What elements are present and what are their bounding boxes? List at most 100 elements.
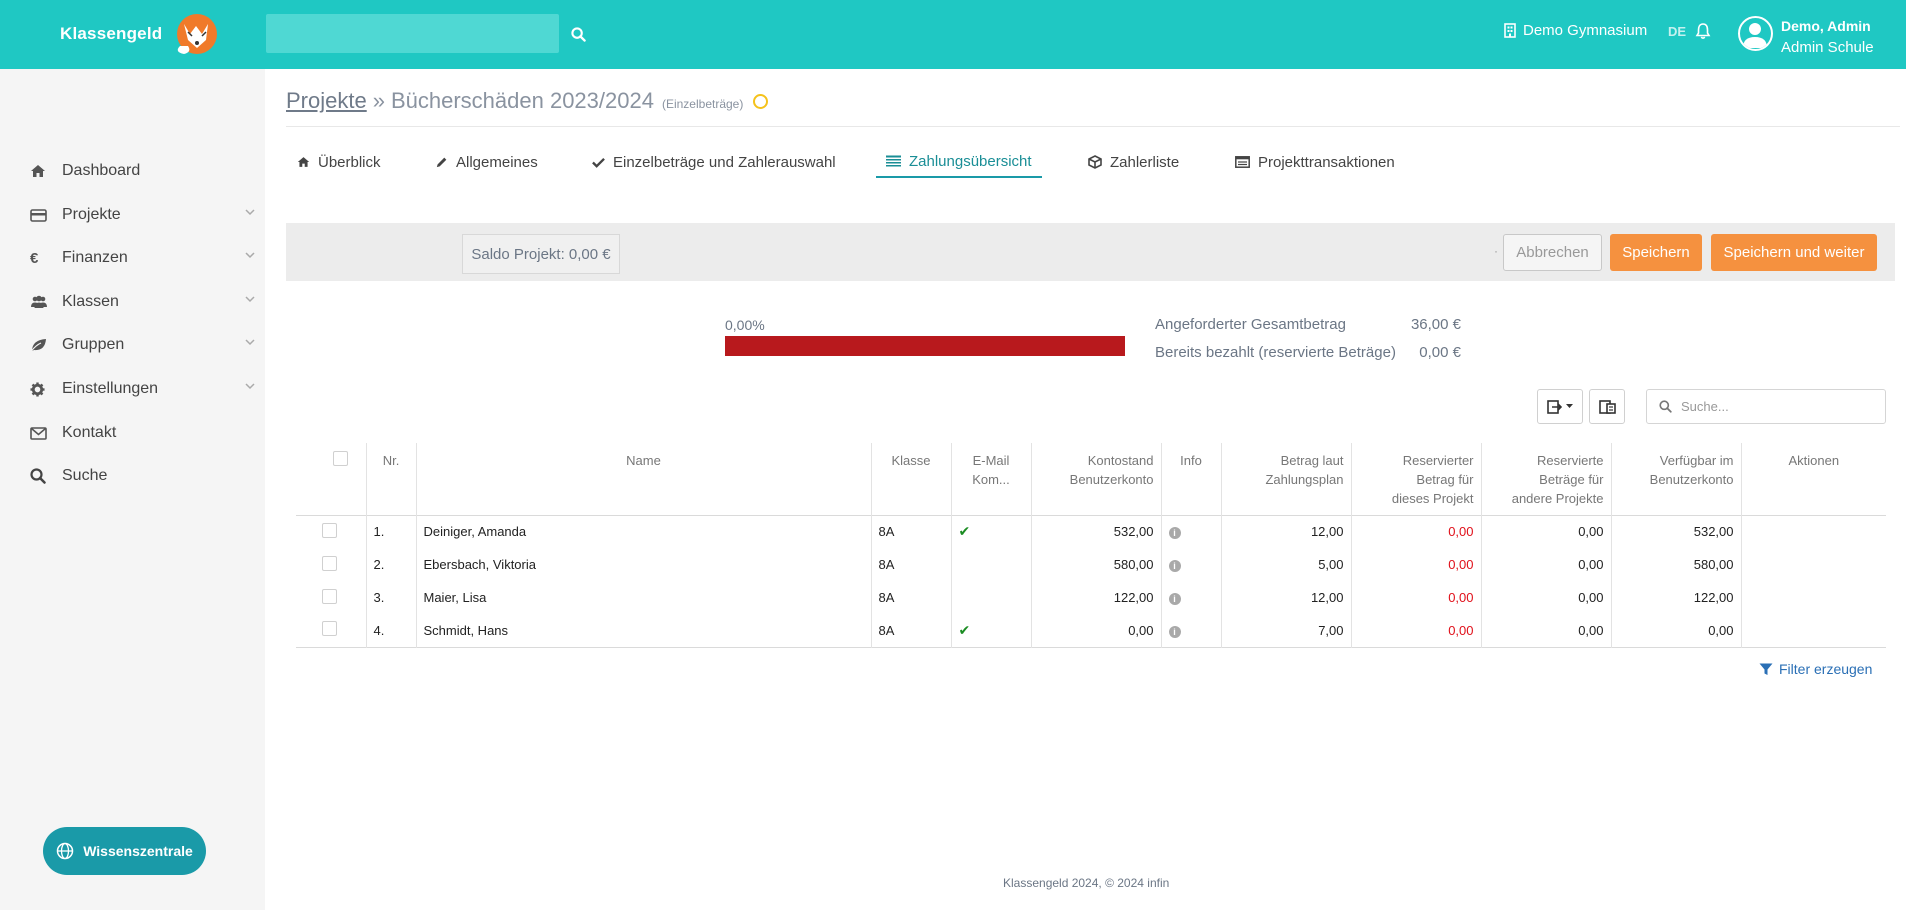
sidebar-item-dashboard[interactable]: Dashboard — [30, 153, 255, 189]
language-switch[interactable]: DE — [1668, 24, 1687, 39]
table-row: 3. Maier, Lisa 8A 122,00 i 12,00 0,00 0,00 122,0… — [296, 581, 1886, 614]
tab-zahlerliste[interactable]: Zahlerliste — [1078, 146, 1189, 178]
chevron-down-icon — [245, 296, 255, 303]
save-and-continue-button[interactable]: Speichern und weiter — [1711, 234, 1877, 271]
cell-reserviert: 0,00 — [1350, 548, 1481, 581]
user-menu[interactable]: Demo, Admin Admin Schule — [1781, 15, 1874, 59]
sidebar-item-einstellungen[interactable]: Einstellungen — [30, 371, 255, 407]
tab-label: Projekttransaktionen — [1258, 153, 1395, 171]
export-dropdown-button[interactable] — [1537, 389, 1583, 424]
cell-verfuegbar: 122,00 — [1610, 581, 1741, 614]
create-filter-link[interactable]: Filter erzeugen — [1759, 661, 1872, 677]
row-checkbox[interactable] — [322, 522, 337, 538]
caret-down-icon — [1566, 404, 1573, 408]
brand-logo[interactable]: Klassengeld — [60, 12, 220, 56]
tab-allgemeines[interactable]: Allgemeines — [425, 146, 548, 178]
header-email[interactable]: E-Mail Kom... — [950, 443, 1031, 515]
info-icon[interactable]: i — [1168, 625, 1181, 638]
globe-icon — [56, 842, 74, 860]
info-icon[interactable]: i — [1168, 527, 1181, 540]
cell-reserviert: 0,00 — [1350, 515, 1481, 548]
breadcrumb-separator: » — [372, 88, 385, 113]
header-reserviert-andere[interactable]: Reservierte Beträge für andere Projekte — [1480, 443, 1611, 515]
cell-verfuegbar: 580,00 — [1610, 548, 1741, 581]
row-checkbox[interactable] — [322, 555, 337, 571]
sidebar-item-kontakt[interactable]: Kontakt — [30, 415, 255, 451]
users-icon — [31, 295, 47, 308]
header-line: Reservierter — [1402, 453, 1474, 468]
cell-nr: 3. — [365, 581, 416, 614]
info-icon[interactable]: i — [1168, 560, 1181, 572]
export-icon — [1547, 399, 1562, 414]
leaf-icon — [30, 339, 46, 352]
table-row: 4. Schmidt, Hans 8A ✔ 0,00 i 7,00 0,00 0,00 0,00 — [296, 614, 1886, 647]
separator-dot: · — [1494, 244, 1498, 258]
header-line: Betrag für — [1416, 472, 1474, 487]
envelope-icon — [30, 426, 47, 440]
breadcrumb-projekte-link[interactable]: Projekte — [286, 88, 367, 113]
cell-name: Deiniger, Amanda — [415, 515, 871, 548]
pencil-icon — [436, 157, 447, 167]
header-betrag[interactable]: Betrag laut Zahlungsplan — [1220, 443, 1351, 515]
tab-zahlungsuebersicht[interactable]: Zahlungsübersicht — [876, 146, 1042, 178]
cell-reserviert-andere: 0,00 — [1480, 515, 1611, 548]
header-info[interactable]: Info — [1160, 443, 1221, 515]
cell-betrag: 12,00 — [1220, 515, 1351, 548]
breadcrumb: Projekte » Bücherschäden 2023/2024 (Einz… — [286, 88, 769, 114]
sidebar-item-label: Klassen — [62, 293, 119, 310]
home-icon — [297, 157, 310, 167]
tab-ueberblick[interactable]: Überblick — [287, 146, 391, 178]
cell-reserviert-andere: 0,00 — [1480, 548, 1611, 581]
cell-nr: 4. — [365, 614, 416, 647]
brand-name: Klassengeld — [60, 24, 163, 43]
row-checkbox[interactable] — [322, 588, 337, 604]
table-search[interactable] — [1646, 389, 1886, 424]
payment-progress-percent: 0,00% — [725, 317, 765, 333]
sidebar-item-projekte[interactable]: Projekte — [30, 197, 255, 233]
header-kontostand[interactable]: Kontostand Benutzerkonto — [1030, 443, 1161, 515]
global-search-input[interactable] — [266, 14, 559, 53]
payments-table: Nr. Name Klasse E-Mail Kom... Kontostand B… — [296, 443, 1886, 648]
check-icon — [592, 157, 605, 168]
row-checkbox[interactable] — [322, 621, 337, 637]
school-selector[interactable]: Demo Gymnasium — [1504, 22, 1647, 39]
chevron-down-icon — [245, 252, 255, 259]
saldo-badge: Saldo Projekt: 0,00 € — [462, 234, 620, 274]
search-button[interactable] — [566, 22, 590, 46]
sidebar-item-gruppen[interactable]: Gruppen — [30, 327, 255, 363]
tab-projekttransaktionen[interactable]: Projekttransaktionen — [1225, 146, 1405, 178]
paid-total-label: Bereits bezahlt (reservierte Beträge) — [1155, 344, 1396, 361]
chevron-down-icon — [245, 383, 255, 390]
select-all-checkbox[interactable] — [332, 451, 348, 466]
table-search-input[interactable] — [1681, 390, 1881, 423]
user-avatar[interactable] — [1738, 16, 1773, 51]
sidebar-item-suche[interactable]: Suche — [30, 458, 255, 494]
tab-einzelbetraege[interactable]: Einzelbeträge und Zahlerauswahl — [582, 146, 846, 178]
cancel-button[interactable]: Abbrechen — [1503, 234, 1602, 271]
header-line: andere Projekte — [1511, 491, 1604, 506]
filter-icon — [1759, 663, 1773, 675]
header-line: Benutzerkonto — [1649, 472, 1734, 487]
row-select-cell — [296, 515, 366, 548]
sidebar-item-klassen[interactable]: Klassen — [30, 284, 255, 320]
info-icon[interactable]: i — [1168, 593, 1181, 605]
wissenszentrale-button[interactable]: Wissenszentrale — [43, 827, 206, 875]
column-toggle-button[interactable] — [1589, 389, 1625, 424]
header-nr[interactable]: Nr. — [365, 443, 416, 515]
header-name[interactable]: Name — [415, 443, 871, 515]
cell-info: i — [1160, 614, 1221, 647]
header-line: Reservierte — [1537, 453, 1604, 468]
sidebar-item-label: Finanzen — [62, 249, 128, 266]
table-header-row: Nr. Name Klasse E-Mail Kom... Kontostand B… — [296, 443, 1886, 515]
header-klasse[interactable]: Klasse — [870, 443, 951, 515]
cell-email — [950, 548, 1031, 581]
columns-icon — [1598, 399, 1616, 414]
notifications-button[interactable] — [1695, 22, 1715, 44]
header-reserviert[interactable]: Reservierter Betrag für dieses Projekt — [1350, 443, 1481, 515]
cell-betrag: 5,00 — [1220, 548, 1351, 581]
school-name: Demo Gymnasium — [1523, 22, 1648, 39]
sidebar-item-finanzen[interactable]: € Finanzen — [30, 240, 255, 276]
save-button[interactable]: Speichern — [1610, 234, 1702, 271]
header-verfuegbar[interactable]: Verfügbar im Benutzerkonto — [1610, 443, 1741, 515]
list-icon — [886, 155, 901, 167]
